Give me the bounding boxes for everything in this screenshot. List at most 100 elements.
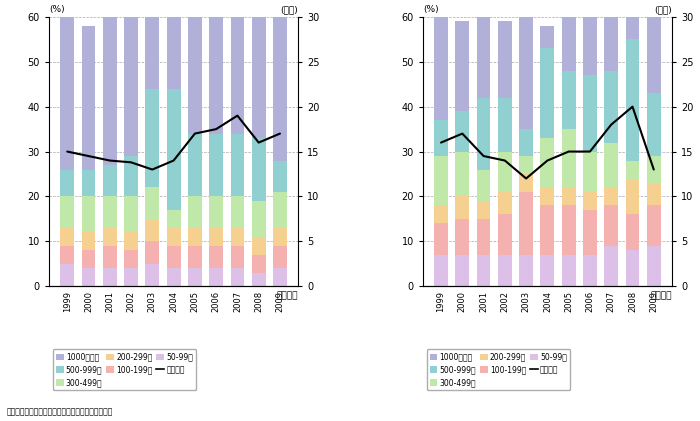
Bar: [273, 246, 287, 268]
Bar: [456, 197, 469, 219]
Bar: [519, 192, 533, 255]
Bar: [273, 17, 287, 160]
Bar: [146, 89, 159, 187]
Bar: [604, 187, 618, 205]
Bar: [519, 129, 533, 156]
Bar: [626, 250, 639, 286]
Bar: [456, 152, 469, 197]
Bar: [103, 268, 117, 286]
Bar: [103, 228, 117, 246]
Bar: [626, 0, 639, 39]
Bar: [583, 192, 597, 210]
Bar: [477, 219, 491, 255]
Bar: [60, 246, 74, 264]
Bar: [647, 183, 661, 205]
Bar: [146, 187, 159, 219]
Bar: [540, 255, 554, 286]
Bar: [604, 143, 618, 187]
Bar: [209, 228, 223, 246]
Bar: [626, 214, 639, 250]
Bar: [562, 205, 575, 255]
Text: (兆円): (兆円): [654, 5, 672, 14]
Bar: [230, 197, 244, 228]
Bar: [647, 156, 661, 183]
Bar: [477, 255, 491, 286]
Bar: [230, 246, 244, 268]
Bar: [209, 133, 223, 197]
Bar: [647, 205, 661, 246]
Bar: [604, 17, 618, 71]
Bar: [434, 17, 448, 120]
Bar: [519, 174, 533, 192]
Bar: [456, 255, 469, 286]
Bar: [167, 89, 181, 210]
Bar: [519, 255, 533, 286]
Bar: [82, 232, 95, 250]
Bar: [252, 255, 265, 273]
Text: (%): (%): [49, 5, 64, 14]
Bar: [146, 219, 159, 241]
Bar: [167, 17, 181, 89]
Bar: [146, 17, 159, 89]
Bar: [456, 111, 469, 152]
Bar: [562, 255, 575, 286]
Bar: [498, 21, 512, 98]
Bar: [498, 98, 512, 152]
Bar: [583, 75, 597, 152]
Bar: [498, 152, 512, 192]
Bar: [434, 205, 448, 224]
Bar: [82, 197, 95, 232]
Bar: [456, 21, 469, 111]
Bar: [273, 160, 287, 192]
Text: (%): (%): [423, 5, 438, 14]
Bar: [647, 93, 661, 156]
Bar: [252, 273, 265, 286]
Bar: [124, 8, 138, 156]
Bar: [456, 219, 469, 255]
Bar: [209, 17, 223, 133]
Bar: [124, 156, 138, 197]
Bar: [583, 152, 597, 192]
Bar: [167, 210, 181, 228]
Bar: [434, 156, 448, 205]
Bar: [604, 71, 618, 143]
Bar: [252, 201, 265, 237]
Bar: [60, 228, 74, 246]
Bar: [188, 228, 202, 246]
Bar: [124, 232, 138, 250]
Bar: [626, 179, 639, 214]
Bar: [146, 264, 159, 286]
Bar: [103, 165, 117, 197]
Bar: [647, 3, 661, 93]
Bar: [252, 138, 265, 201]
Text: （年度）: （年度）: [650, 292, 672, 301]
Bar: [230, 228, 244, 246]
Bar: [540, 48, 554, 138]
Text: 資料：経済産業省「企業活動基本調査」から作成。: 資料：経済産業省「企業活動基本調査」から作成。: [7, 408, 113, 417]
Bar: [230, 17, 244, 133]
Text: (兆円): (兆円): [281, 5, 298, 14]
Bar: [230, 133, 244, 197]
Bar: [230, 268, 244, 286]
Legend: 1000人以上, 500-999人, 300-499人, 200-299人, 100-199人, 50-99人, 輸入総額: 1000人以上, 500-999人, 300-499人, 200-299人, 1…: [426, 349, 570, 390]
Bar: [273, 192, 287, 228]
Bar: [477, 170, 491, 201]
Bar: [273, 228, 287, 246]
Bar: [519, 156, 533, 174]
Legend: 1000人以上, 500-999人, 300-499人, 200-299人, 100-199人, 50-99人, 輸出総額: 1000人以上, 500-999人, 300-499人, 200-299人, 1…: [52, 349, 196, 390]
Bar: [103, 17, 117, 165]
Bar: [273, 268, 287, 286]
Bar: [626, 39, 639, 160]
Bar: [583, 210, 597, 255]
Bar: [252, 17, 265, 138]
Bar: [252, 237, 265, 255]
Bar: [60, 170, 74, 197]
Bar: [498, 255, 512, 286]
Bar: [188, 133, 202, 197]
Bar: [626, 160, 639, 179]
Bar: [188, 17, 202, 133]
Bar: [167, 268, 181, 286]
Bar: [540, 26, 554, 48]
Bar: [498, 214, 512, 255]
Bar: [167, 246, 181, 268]
